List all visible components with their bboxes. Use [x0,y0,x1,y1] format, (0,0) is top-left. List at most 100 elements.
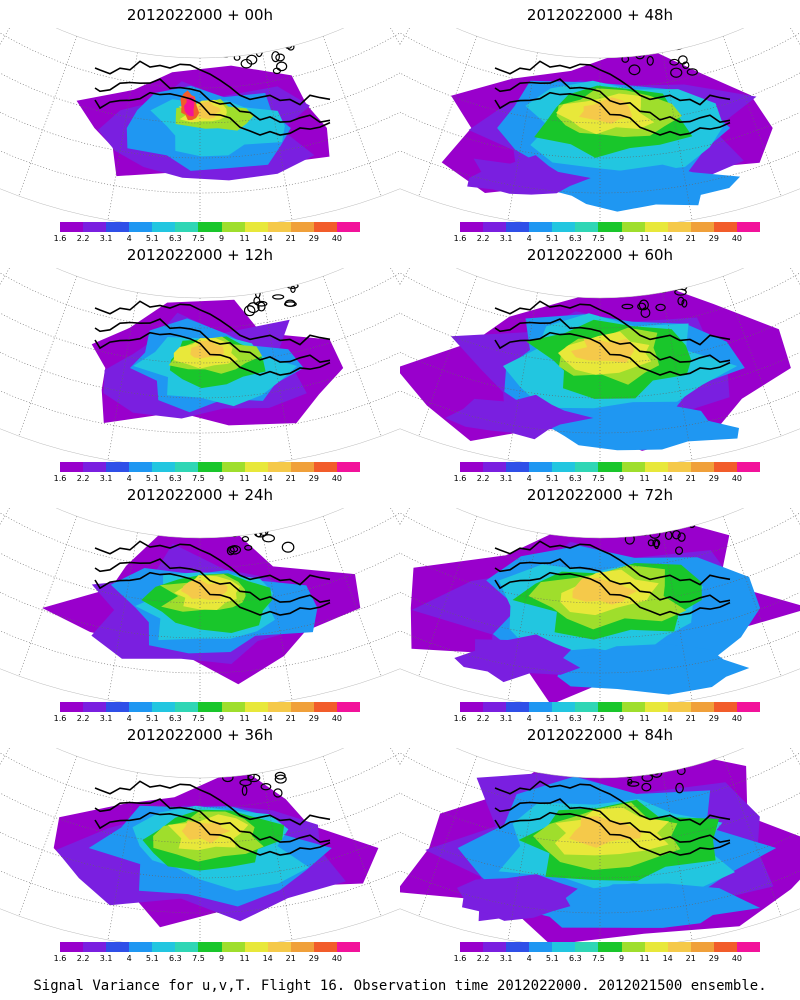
island-outline [236,282,249,293]
island-outline [682,61,690,69]
colorbar-swatch [83,222,107,232]
colorbar-tick-label: 7.5 [592,474,605,483]
colorbar-swatch [644,702,668,712]
meridian-line [722,276,782,437]
colorbar-swatch [598,222,622,232]
colorbar-swatch [460,222,484,232]
island-outline [229,546,239,553]
colorbar-swatch [575,702,599,712]
colorbar-tick-label: 9 [618,234,625,243]
island-outline [642,760,651,770]
variance-contour [572,578,638,605]
meridian-line [418,36,478,197]
island-outline [284,299,296,307]
colorbar-tick-label: 7.5 [592,714,605,723]
colorbar-tick-label: 21 [685,234,696,243]
meridian-line [722,516,782,677]
colorbar-tick-label: 5.1 [145,714,159,723]
forecast-panel: 2012022000 + 36h 1.6 2.2 3.1 4 5.1 6.3 7.5 9 11 14… [0,720,400,963]
map-border [400,28,800,223]
forecast-panel: 2012022000 + 72h 1.6 2.2 3.1 4 5.1 6.3 7.5 9 11 14… [400,480,800,723]
colorbar-swatch [529,942,553,952]
colorbar-labels: 1.6 2.2 3.1 4 5.1 6.3 7.5 9 11 14 21 29 40 [452,234,768,244]
colorbar-swatch [644,462,668,472]
colorbar-tick-label: 4 [526,954,532,963]
island-outline [232,766,243,774]
meridian-line [322,276,382,437]
meridian-line [507,772,538,941]
island-outline [272,760,284,768]
parallel-line [0,556,400,674]
island-outline [668,518,674,530]
colorbar-tick-label: 14 [262,714,273,723]
parallel-line [0,290,400,399]
parallel-line [0,530,400,639]
map-border [0,268,400,463]
colorbar-tick-label: 1.6 [53,714,67,723]
island-outline [638,519,645,527]
variance-contour [457,874,578,921]
colorbar-tick-label: 3.1 [499,954,513,963]
map-border [400,748,800,943]
colorbar-swatch [152,942,176,952]
colorbar-tick-label: 21 [285,234,296,243]
island-outline [255,300,268,307]
colorbar-tick-label: 14 [262,954,273,963]
island-outline [686,68,698,76]
colorbar-swatch [529,462,553,472]
colorbar-swatch [290,222,314,232]
colorbar-tick-label: 2.2 [476,954,490,963]
island-outline [275,517,284,529]
colorbar-tick-label: 14 [662,474,673,483]
colorbar-swatch [244,462,268,472]
island-outline [642,526,649,536]
island-outline [262,534,276,543]
island-outline [258,282,268,290]
coastline [494,780,731,826]
island-outline [677,296,685,306]
colorbar-swatch [106,942,130,952]
colorbar-tick-label: 11 [639,714,650,723]
colorbar-swatch [175,462,199,472]
variance-map [400,508,800,703]
meridian-line [18,36,78,197]
island-outline [674,288,687,296]
colorbar-swatch [460,462,484,472]
island-outline [628,64,641,76]
island-outline [677,532,686,542]
colorbar-swatch [552,462,576,472]
coastline [94,78,331,123]
colorbar-swatch [575,462,599,472]
meridian-line [107,52,138,221]
variance-map [0,508,400,703]
colorbar-tick-label: 9 [218,954,225,963]
colorbar-tick-label: 2.2 [476,234,490,243]
colorbar-swatch [460,702,484,712]
coastline [494,798,731,843]
colorbar-tick-label: 6.3 [169,234,182,243]
colorbar-swatch [713,222,737,232]
map-border [400,268,800,463]
colorbar-tick-label: 6.3 [569,474,582,483]
meridian-line [107,292,138,461]
island-outline [675,546,684,555]
colorbar-tick-label: 40 [331,234,343,243]
colorbar-tick-label: 6.3 [169,714,182,723]
coastline [94,571,331,616]
colorbar-swatch [267,942,291,952]
island-outline [629,763,636,770]
colorbar-tick-label: 4 [526,714,532,723]
island-outline [274,774,287,784]
variance-map [0,268,400,463]
island-outline [664,42,675,50]
parallel-line [400,290,800,399]
colorbar-swatch [736,702,761,712]
colorbar [460,462,761,472]
colorbar-tick-label: 6.3 [569,954,582,963]
island-outline [281,541,295,553]
colorbar-tick-label: 4 [126,714,132,723]
coastline [94,811,331,856]
coastline [494,558,731,603]
coastline [494,78,731,123]
island-outline [646,55,654,66]
